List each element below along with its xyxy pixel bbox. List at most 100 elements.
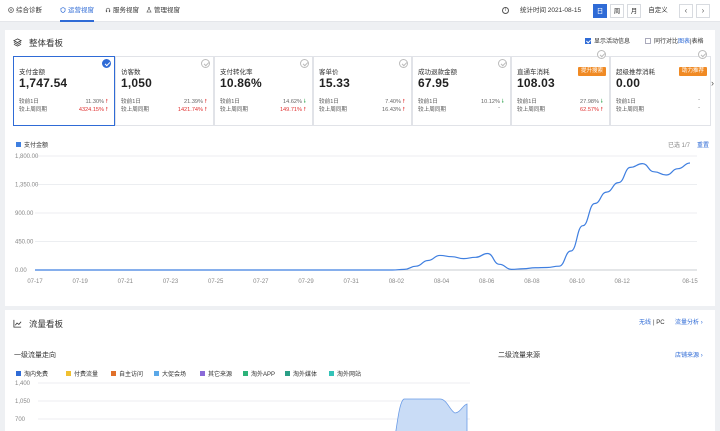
check-icon: [698, 50, 707, 59]
legend-label: 付费流量: [74, 372, 99, 378]
compare-toggle[interactable]: 同行对比: [645, 38, 678, 46]
reset-link[interactable]: 重置: [697, 143, 710, 149]
arrow-up-icon: 🠕: [105, 99, 108, 105]
metric-card-avg-order[interactable]: 客单价 15.33 较前1日 7.40% 🠕 较上周同期 16.43% 🠕: [313, 56, 412, 126]
metric-compare-label: 较前1日: [418, 99, 438, 105]
legend-swatch: [16, 142, 21, 147]
metric-card-conversion[interactable]: 支付转化率 10.86% 较前1日 14.62% 🠗 较上周同期 149.71%…: [214, 56, 313, 126]
level2-title: 二级流量来源: [498, 352, 540, 359]
metric-compare-label: 较前1日: [121, 99, 141, 105]
traffic-panel: 流量看板 无线 | PC 流量分析 › 一级流量走向 二级流量来源 店铺来源 ›: [5, 310, 715, 431]
legend-label: 淘内免费: [24, 372, 49, 378]
tab-label: 服务视窗: [113, 7, 139, 14]
tab-service[interactable]: 服务视窗: [105, 0, 139, 22]
legend-label: 淘外网站: [337, 372, 362, 378]
layers-icon: [13, 38, 22, 47]
traffic-area-chart: 1,400 1,050 700: [15, 381, 470, 431]
metric-label: 客单价: [319, 69, 339, 76]
legend-label: 淘外APP: [251, 372, 276, 378]
traffic-legend-item[interactable]: 淘外媒体: [285, 369, 317, 378]
traffic-legend-item[interactable]: 大促会场: [154, 369, 186, 378]
tab-diagnosis[interactable]: 综合诊断: [8, 0, 42, 22]
metric-compare-pct: 62.57%: [580, 107, 600, 113]
metric-value: 1,050: [121, 76, 153, 90]
stat-time: 统计时间 2021-08-15: [520, 7, 582, 14]
y-tick-label: 700: [15, 417, 26, 423]
traffic-legend-item[interactable]: 淘外网站: [329, 369, 361, 378]
x-tick-label: 08-06: [479, 279, 495, 285]
compare-table-link[interactable]: |表格: [690, 39, 704, 45]
traffic-analysis-link[interactable]: 流量分析: [675, 320, 700, 326]
info-icon[interactable]: i: [502, 7, 509, 14]
next-date-button[interactable]: ›: [696, 4, 710, 18]
metric-value: 67.95: [418, 76, 450, 90]
metric-card-ztc-cost[interactable]: 提升搜索 直通车消耗 108.03 较前1日 27.98% 🠗 较上周同期 62…: [511, 50, 610, 126]
check-icon: [498, 59, 507, 68]
show-activity-label: 显示活动信息: [594, 39, 631, 45]
shop-source-link[interactable]: 店铺来源: [675, 353, 700, 359]
metric-compare-label: 较前1日: [19, 99, 39, 105]
legend-swatch: [200, 371, 205, 376]
traffic-legend-item[interactable]: 淘内免费: [16, 369, 48, 378]
metric-compare-label: 较上周同期: [319, 107, 347, 113]
traffic-legend-item[interactable]: 自主访问: [111, 369, 143, 378]
legend-swatch: [329, 371, 334, 376]
tab-management[interactable]: 管理视窗: [146, 0, 180, 22]
trend-chart-icon: [13, 319, 22, 328]
arrow-up-icon: 🠕: [204, 107, 207, 113]
show-activity-toggle[interactable]: 显示活动信息: [585, 38, 630, 46]
arrow-up-icon: 🠕: [303, 107, 306, 113]
prev-date-button[interactable]: ‹: [679, 4, 693, 18]
metric-compare-pct: 21.39%: [184, 99, 204, 105]
arrow-up-icon: 🠕: [402, 99, 405, 105]
legend-swatch: [111, 371, 116, 376]
check-icon: [399, 59, 408, 68]
arrow-down-icon: 🠗: [303, 99, 306, 105]
x-tick-label: 07-17: [27, 279, 43, 285]
metric-card-refund[interactable]: 成功退款金额 67.95 较前1日 10.12% 🠗 较上周同期 -: [412, 56, 511, 126]
promo-badge[interactable]: 助力推荐: [678, 67, 707, 76]
legend-label: 自主访问: [119, 372, 144, 378]
tab-operations[interactable]: 运营视窗: [60, 0, 94, 22]
metric-card-pay-amount[interactable]: 支付金额 1,747.54 较前1日 11.30% 🠕 较上周同期 4324.1…: [13, 56, 115, 126]
metric-compare-pct: 149.71%: [279, 107, 303, 113]
promo-badge[interactable]: 提升搜索: [577, 67, 606, 76]
metric-card-visitors[interactable]: 访客数 1,050 较前1日 21.39% 🠕 较上周同期 1421.74% 🠕: [115, 56, 214, 126]
pc-link[interactable]: | PC: [653, 320, 665, 326]
metric-compare-label: 较上周同期: [121, 107, 149, 113]
headset-icon: [105, 7, 111, 12]
top-nav: 综合诊断 运营视窗 服务视窗 管理视窗 i 统计时间 2021-08-15 日 …: [0, 0, 720, 22]
traffic-title: 流量看板: [29, 319, 64, 329]
period-week-button[interactable]: 周: [610, 4, 624, 18]
metric-value: 0.00: [616, 76, 641, 90]
metric-compare-pct: 16.43%: [382, 107, 402, 113]
x-tick-label: 08-12: [615, 279, 631, 285]
period-month-button[interactable]: 月: [627, 4, 641, 18]
metric-compare-label: 较上周同期: [418, 107, 446, 113]
period-day-button[interactable]: 日: [593, 4, 607, 18]
wireless-link[interactable]: 无线: [639, 320, 652, 326]
chart-legend[interactable]: 支付金额: [16, 140, 48, 149]
check-icon: [597, 50, 606, 59]
tab-label: 综合诊断: [16, 7, 42, 14]
cards-next-arrow[interactable]: ›: [711, 78, 714, 88]
legend-swatch: [66, 371, 71, 376]
compare-chart-link[interactable]: 图表: [678, 39, 691, 45]
x-tick-label: 08-15: [682, 279, 698, 285]
traffic-legend-item[interactable]: 淘外APP: [243, 369, 275, 378]
series-line-pay-amount: [35, 162, 691, 271]
metric-label: 支付金额: [19, 69, 45, 76]
traffic-legend-item[interactable]: 付费流量: [66, 369, 98, 378]
metric-card-super-rec-cost[interactable]: 助力推荐 超级推荐消耗 0.00 较前1日 - 较上周同期 -: [610, 50, 711, 126]
legend-swatch: [16, 371, 21, 376]
legend-swatch: [243, 371, 248, 376]
metric-label: 访客数: [121, 69, 141, 76]
x-tick-label: 08-10: [569, 279, 585, 285]
metric-value: 10.86%: [220, 76, 262, 90]
metric-compare-pct: 27.98%: [580, 99, 600, 105]
checkbox-icon: [585, 38, 591, 44]
arrow-up-icon: 🠕: [402, 107, 405, 113]
traffic-legend-item[interactable]: 其它来源: [200, 369, 232, 378]
period-custom-button[interactable]: 自定义: [644, 4, 672, 18]
